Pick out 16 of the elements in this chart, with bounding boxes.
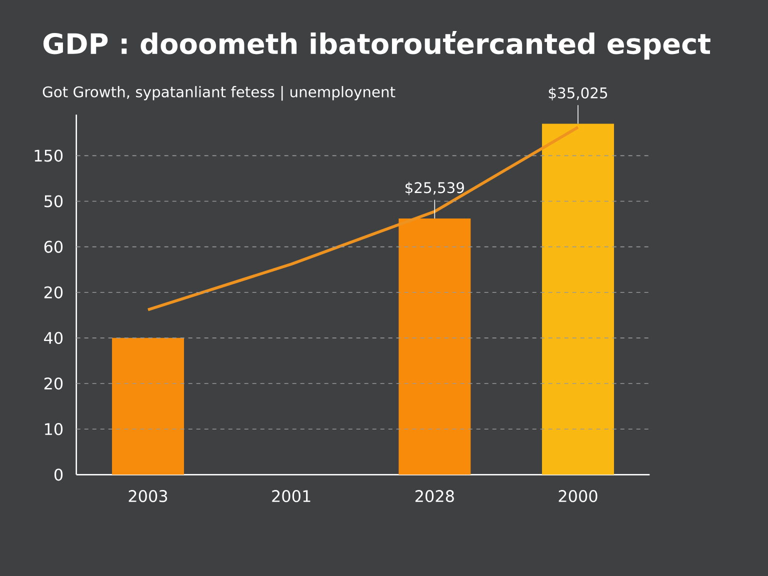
chart-subtitle: Got Growth, sypatanliant fetess | unemploynent	[42, 86, 396, 101]
x-tick-label: 2001	[272, 490, 310, 502]
x-tick-label: 2003	[128, 490, 168, 502]
text: 20	[44, 377, 63, 390]
text: 50	[44, 195, 63, 208]
text: 60	[44, 240, 63, 253]
x-tick-label: 2000	[558, 490, 598, 502]
text: 0	[54, 468, 63, 481]
annotation: $25,539	[406, 182, 464, 196]
text: 10	[45, 423, 63, 436]
text: 150	[34, 150, 63, 162]
annotation: $35,025	[548, 87, 608, 100]
chart-title: GDP : dooometh ibatorouťercanted espect	[43, 31, 710, 60]
text: 20	[44, 286, 63, 298]
x-tick-label: 2028	[415, 490, 454, 502]
text: 40	[44, 332, 63, 344]
